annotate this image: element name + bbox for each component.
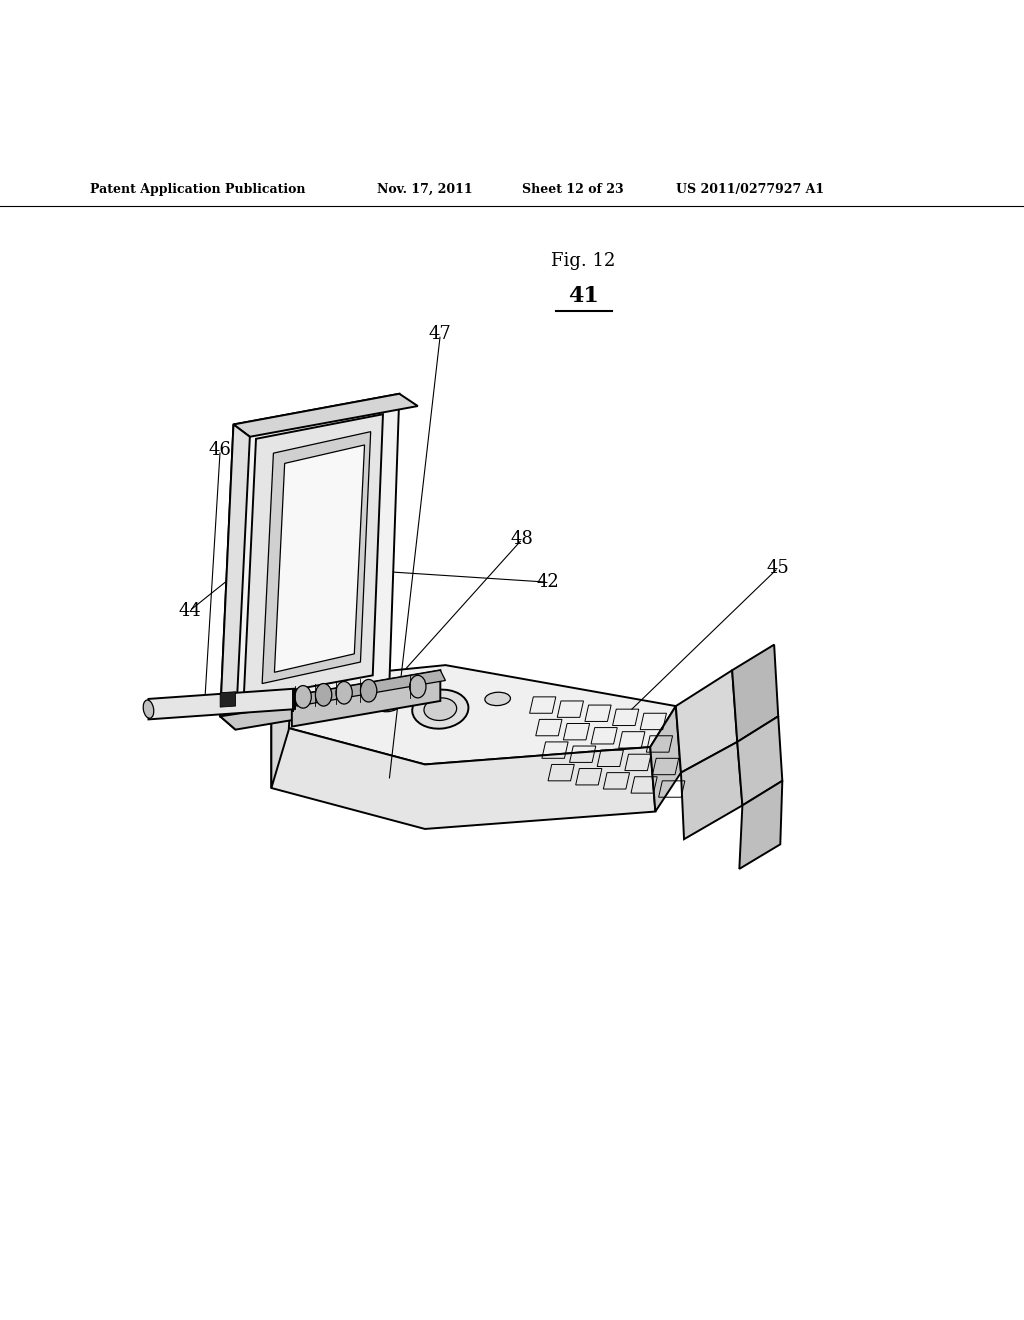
Polygon shape	[274, 445, 365, 672]
Ellipse shape	[413, 689, 468, 729]
Text: Sheet 12 of 23: Sheet 12 of 23	[522, 183, 624, 197]
Polygon shape	[732, 644, 778, 742]
Ellipse shape	[424, 698, 457, 721]
Ellipse shape	[336, 681, 352, 704]
Polygon shape	[737, 717, 782, 805]
Polygon shape	[244, 414, 383, 698]
Polygon shape	[650, 706, 681, 812]
Text: Fig. 12: Fig. 12	[552, 252, 615, 269]
Ellipse shape	[410, 676, 426, 698]
Text: 42: 42	[537, 573, 559, 591]
Polygon shape	[739, 781, 782, 869]
Ellipse shape	[295, 685, 311, 708]
Text: 48: 48	[511, 531, 534, 548]
Polygon shape	[676, 671, 737, 772]
Polygon shape	[220, 425, 250, 730]
Ellipse shape	[375, 698, 399, 711]
Ellipse shape	[485, 692, 510, 706]
Polygon shape	[271, 665, 676, 764]
Polygon shape	[220, 393, 399, 717]
Polygon shape	[271, 681, 292, 788]
Polygon shape	[271, 723, 655, 829]
Text: 44: 44	[178, 602, 201, 620]
Polygon shape	[148, 690, 295, 709]
Text: 47: 47	[429, 325, 452, 343]
Polygon shape	[292, 671, 445, 706]
Text: Nov. 17, 2011: Nov. 17, 2011	[377, 183, 472, 197]
Polygon shape	[148, 689, 295, 719]
Polygon shape	[681, 742, 742, 840]
Text: 41: 41	[568, 285, 599, 306]
Polygon shape	[262, 432, 371, 684]
Polygon shape	[233, 393, 418, 437]
Ellipse shape	[315, 684, 332, 706]
Polygon shape	[220, 692, 236, 708]
Text: 46: 46	[209, 441, 231, 459]
Polygon shape	[220, 690, 406, 730]
Polygon shape	[292, 671, 440, 726]
Text: 45: 45	[767, 558, 790, 577]
Ellipse shape	[143, 700, 154, 718]
Text: US 2011/0277927 A1: US 2011/0277927 A1	[676, 183, 824, 197]
Text: Patent Application Publication: Patent Application Publication	[90, 183, 305, 197]
Ellipse shape	[360, 680, 377, 702]
